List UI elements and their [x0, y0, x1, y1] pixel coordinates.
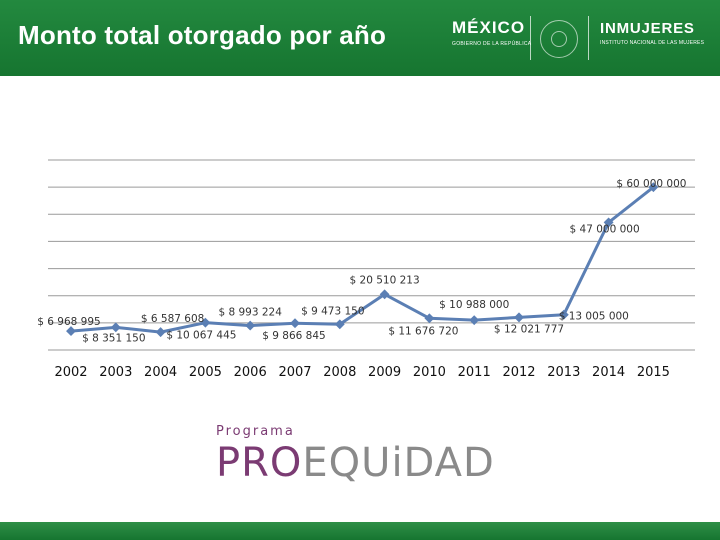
data-label: $ 60 000 000 [616, 178, 686, 190]
x-tick-label: 2003 [99, 365, 132, 380]
data-label: $ 10 988 000 [439, 299, 509, 311]
data-point [200, 317, 211, 328]
header-banner: Monto total otorgado por año MÉXICO GOBI… [0, 0, 720, 76]
x-tick-label: 2007 [278, 365, 311, 380]
footer-bar [0, 522, 720, 540]
data-point [603, 217, 614, 228]
logo-divider [588, 16, 589, 60]
data-point [290, 318, 300, 329]
data-label: $ 11 676 720 [388, 325, 458, 337]
x-tick-label: 2009 [368, 365, 401, 380]
data-point [424, 313, 435, 324]
program-logo: PROEQUiDAD [216, 438, 495, 488]
data-point [245, 320, 256, 331]
x-tick-label: 2014 [592, 365, 625, 380]
data-point [558, 309, 569, 320]
data-point [155, 327, 166, 338]
mexico-logo: MÉXICO GOBIERNO DE LA REPÚBLICA [452, 18, 531, 47]
data-label: $ 9 866 845 [262, 330, 325, 342]
program-logo-part2: EQUiDAD [302, 440, 495, 486]
data-point [469, 315, 480, 326]
data-point [514, 312, 524, 323]
x-tick-label: 2008 [323, 365, 356, 380]
data-point [648, 182, 659, 193]
x-tick-label: 2006 [234, 365, 267, 380]
mexico-logo-text: MÉXICO [452, 18, 526, 37]
data-point [110, 322, 121, 333]
mexico-logo-subtext: GOBIERNO DE LA REPÚBLICA [452, 41, 532, 47]
x-tick-label: 2010 [413, 365, 446, 380]
data-label: $ 20 510 213 [350, 274, 420, 286]
inmujeres-logo-subtext: INSTITUTO NACIONAL DE LAS MUJERES [600, 40, 705, 46]
x-tick-label: 2002 [54, 365, 87, 380]
data-label: $ 12 021 777 [494, 323, 564, 335]
page-title: Monto total otorgado por año [18, 20, 387, 50]
program-label: Programa [216, 424, 295, 439]
inmujeres-logo-text: INMUJERES [600, 20, 695, 37]
data-label: $ 9 473 150 [301, 305, 364, 317]
data-point [334, 319, 345, 330]
data-label: $ 10 067 445 [166, 330, 236, 342]
x-tick-label: 2012 [502, 365, 535, 380]
inmujeres-logo: INMUJERES INSTITUTO NACIONAL DE LAS MUJE… [600, 20, 704, 46]
x-tick-label: 2005 [189, 365, 222, 380]
x-tick-label: 2013 [547, 365, 580, 380]
series-line [70, 185, 655, 334]
program-logo-part1: PRO [216, 440, 303, 486]
data-label: $ 8 993 224 [218, 307, 282, 319]
data-label: $ 8 351 150 [82, 332, 145, 344]
data-label: $ 13 005 000 [559, 311, 629, 323]
data-label: $ 6 587 608 [141, 313, 204, 325]
logo-divider [530, 16, 531, 60]
x-tick-label: 2004 [144, 365, 177, 380]
coat-of-arms-icon [540, 20, 578, 58]
data-point [379, 289, 390, 300]
data-label: $ 47 000 000 [570, 223, 640, 235]
x-tick-label: 2015 [637, 365, 670, 380]
x-tick-label: 2011 [458, 365, 491, 380]
data-label: $ 6 968 995 [37, 316, 100, 328]
